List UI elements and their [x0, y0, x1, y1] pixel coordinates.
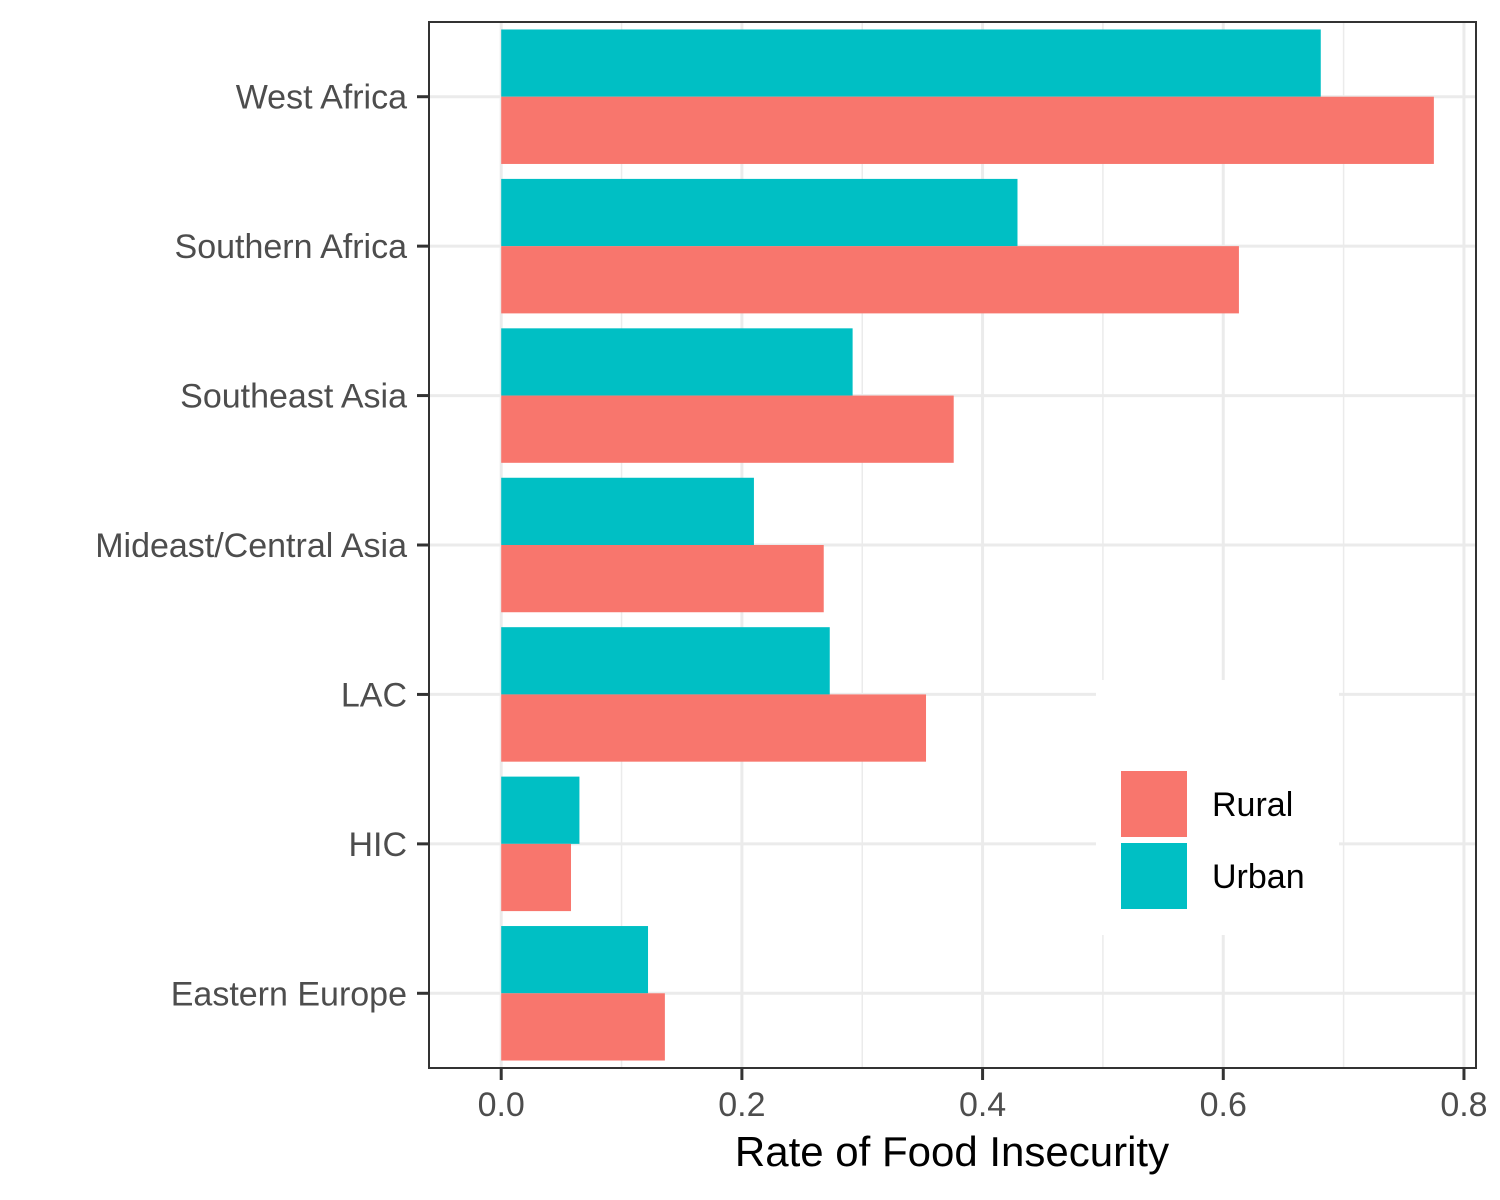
y-tick-label: Eastern Europe: [171, 975, 407, 1013]
axes-layer: West Africa Southern Africa Southeast Asia…: [95, 79, 1487, 1124]
bars-layer: [501, 29, 1434, 1061]
x-tick-label: 0.6: [1200, 1086, 1247, 1124]
y-tick-label: Southern Africa: [175, 228, 408, 266]
bar-urban: [501, 178, 1018, 247]
bar-urban: [501, 926, 649, 994]
x-tick-label: 0.8: [1440, 1086, 1487, 1124]
x-axis-title: Rate of Food Insecurity: [735, 1128, 1169, 1175]
bar-rural: [501, 843, 572, 912]
y-tick-label: West Africa: [236, 79, 407, 117]
bar-rural: [501, 246, 1239, 314]
bar-rural: [501, 545, 824, 613]
legend-label: Urban: [1212, 858, 1305, 896]
legend-key: [1121, 771, 1187, 837]
legend: Rural Urban: [1096, 680, 1339, 935]
bar-rural: [501, 993, 665, 1061]
x-tick-label: 0.2: [718, 1086, 765, 1124]
bar-urban: [501, 776, 580, 844]
bar-urban: [501, 29, 1321, 97]
bar-urban: [501, 328, 853, 396]
x-tick-label: 0.0: [478, 1086, 525, 1124]
y-tick-label: Southeast Asia: [180, 378, 407, 416]
bar-rural: [501, 395, 954, 463]
bar-rural: [501, 96, 1434, 164]
bar-urban: [501, 627, 830, 695]
bar-urban: [501, 477, 754, 545]
y-tick-label: HIC: [348, 826, 407, 864]
y-tick-label: LAC: [341, 676, 407, 714]
y-tick-label: Mideast/Central Asia: [95, 527, 407, 565]
legend-key: [1121, 843, 1187, 909]
bar-rural: [501, 694, 927, 762]
legend-label: Rural: [1212, 786, 1293, 824]
x-tick-label: 0.4: [959, 1086, 1006, 1124]
